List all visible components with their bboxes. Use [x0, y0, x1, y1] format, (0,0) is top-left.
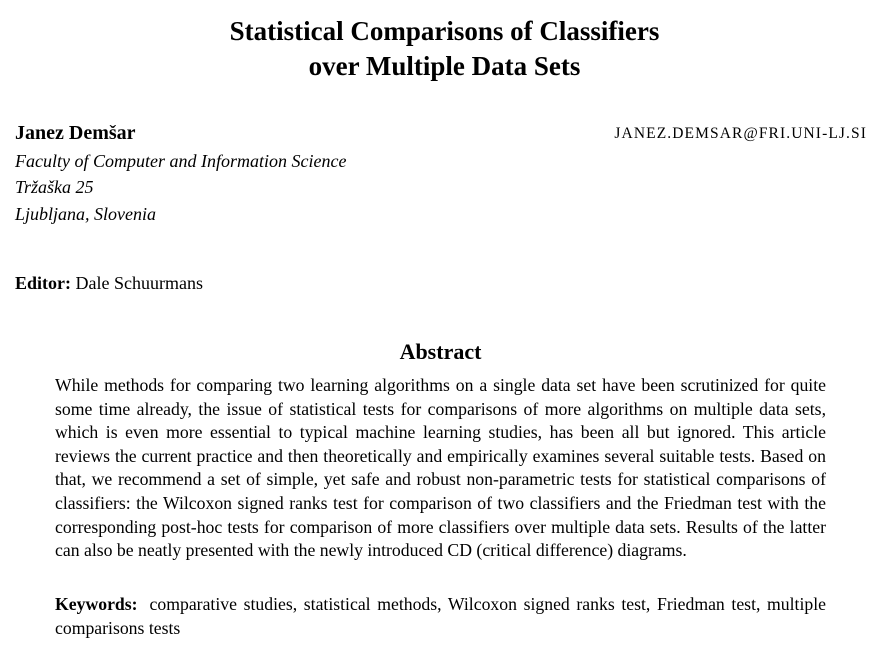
keywords-line: Keywords: comparative studies, statistica… [55, 593, 826, 640]
abstract-text: While methods for comparing two learning… [55, 375, 826, 561]
author-email: JANEZ.DEMSAR@FRI.UNI-LJ.SI [614, 125, 867, 142]
paper-title-line-1: Statistical Comparisons of Classifiers [229, 16, 660, 46]
keywords-text: comparative studies, statistical methods… [55, 594, 826, 638]
affiliation-line-3: Ljubljana, Slovenia [15, 204, 156, 224]
editor-name: Dale Schuurmans [75, 273, 203, 293]
abstract-heading: Abstract [399, 339, 482, 364]
keywords-label: Keywords: [55, 594, 138, 614]
author-name: Janez Demšar [15, 122, 136, 144]
paper-title-line-2: over Multiple Data Sets [308, 51, 581, 81]
affiliation-line-2: Tržaška 25 [15, 177, 94, 197]
editor-line: Editor: Dale Schuurmans [15, 271, 203, 295]
editor-label: Editor: [15, 273, 71, 293]
affiliation-line-1: Faculty of Computer and Information Scie… [15, 151, 347, 171]
